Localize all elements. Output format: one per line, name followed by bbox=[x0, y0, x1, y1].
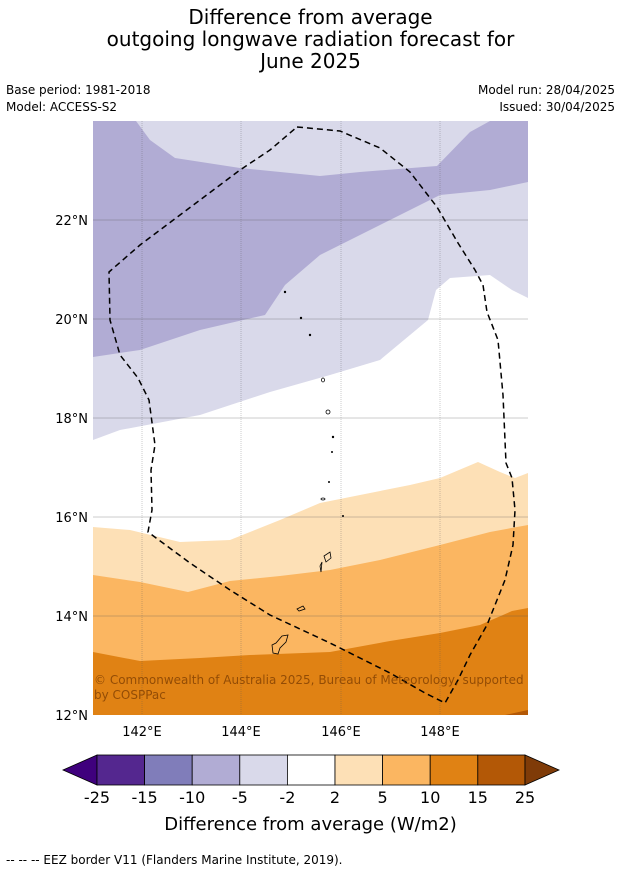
lon-label-142e: 142°E bbox=[122, 725, 162, 740]
colorbar-tick: -25 bbox=[84, 788, 110, 807]
longitude-axis: 142°E 144°E 146°E 148°E bbox=[122, 725, 460, 740]
colorbar-segment-5 bbox=[286, 754, 336, 786]
colorbar-arrow-low bbox=[62, 754, 98, 786]
colorbar-label: Difference from average (W/m2) bbox=[164, 814, 457, 835]
colorbar-segment-2 bbox=[144, 754, 193, 786]
colorbar-tick: -10 bbox=[179, 788, 205, 807]
colorbar-tick: -5 bbox=[232, 788, 248, 807]
chart-title: Difference from average outgoing longwav… bbox=[0, 6, 621, 72]
colorbar-tick: 15 bbox=[468, 788, 488, 807]
mariana-islands bbox=[271, 290, 344, 655]
colorbar-tick: -15 bbox=[132, 788, 158, 807]
title-line-2: outgoing longwave radiation forecast for bbox=[106, 27, 515, 51]
title-line-3: June 2025 bbox=[260, 49, 361, 73]
base-period: Base period: 1981-2018 bbox=[6, 83, 151, 97]
model-run: Model run: 28/04/2025 bbox=[477, 83, 615, 97]
lon-label-146e: 146°E bbox=[321, 725, 361, 740]
colorbar-segment-3 bbox=[191, 754, 241, 786]
lat-label-12n: 12°N bbox=[55, 709, 88, 724]
colorbar-segment-7 bbox=[382, 754, 431, 786]
band-pos-10-to-pos-15 bbox=[93, 608, 528, 715]
eez-border bbox=[108, 126, 516, 704]
band-neg-5-to-neg-10 bbox=[93, 121, 528, 357]
lat-label-22n: 22°N bbox=[55, 214, 88, 229]
lon-label-148e: 148°E bbox=[420, 725, 460, 740]
meta-right: Model run: 28/04/2025 Issued: 30/04/2025 bbox=[478, 82, 615, 116]
colorbar-segment-8 bbox=[429, 754, 479, 786]
lat-label-18n: 18°N bbox=[55, 412, 88, 427]
colorbar bbox=[62, 754, 560, 786]
lat-label-14n: 14°N bbox=[55, 610, 88, 625]
copyright-line-1: © Commonwealth of Australia 2025, Bureau… bbox=[94, 673, 524, 687]
colorbar-arrow-high bbox=[524, 754, 560, 786]
gridlines bbox=[93, 121, 528, 715]
colorbar-ticks: -25 -15 -10 -5 -2 2 5 10 15 25 bbox=[84, 788, 535, 807]
colorbar-tick: 2 bbox=[330, 788, 340, 807]
colorbar-segment-4 bbox=[239, 754, 288, 786]
anomaly-field: © Commonwealth of Australia 2025, Bureau… bbox=[93, 121, 528, 715]
band-pos-15-to-pos-25 bbox=[505, 710, 528, 715]
colorbar-segment-6 bbox=[334, 754, 383, 786]
colorbar-tick: 5 bbox=[378, 788, 388, 807]
model-name: Model: ACCESS-S2 bbox=[6, 100, 118, 114]
copyright-line-2: by COSPPac bbox=[94, 688, 166, 702]
eez-legend-note: -- -- -- EEZ border V11 (Flanders Marine… bbox=[6, 853, 343, 867]
meta-left: Base period: 1981-2018 Model: ACCESS-S2 bbox=[6, 82, 151, 116]
colorbar-tick: 10 bbox=[420, 788, 440, 807]
lon-label-144e: 144°E bbox=[221, 725, 261, 740]
colorbar-segment-1 bbox=[96, 754, 145, 786]
copyright-notice: © Commonwealth of Australia 2025, Bureau… bbox=[94, 673, 524, 702]
colorbar-tick: 25 bbox=[515, 788, 535, 807]
colorbar-tick: -2 bbox=[279, 788, 295, 807]
lat-label-20n: 20°N bbox=[55, 313, 88, 328]
issued-date: Issued: 30/04/2025 bbox=[499, 100, 615, 114]
lat-label-16n: 16°N bbox=[55, 511, 88, 526]
latitude-axis: 22°N 20°N 18°N 16°N 14°N 12°N bbox=[55, 214, 88, 724]
colorbar-segment-9 bbox=[477, 754, 526, 786]
title-line-1: Difference from average bbox=[188, 5, 433, 29]
